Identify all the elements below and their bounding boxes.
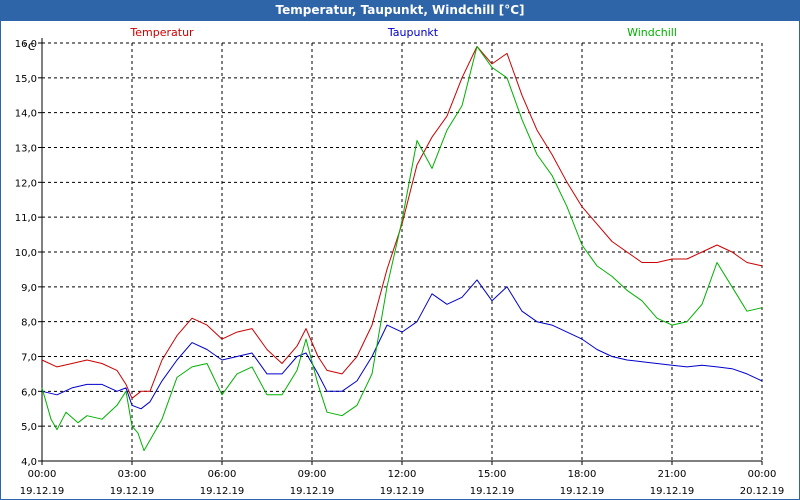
x-tick-date: 19.12.19 bbox=[560, 486, 605, 497]
x-tick-date: 19.12.19 bbox=[110, 486, 155, 497]
y-axis-unit: °C bbox=[23, 42, 35, 53]
x-tick-time: 09:00 bbox=[298, 469, 327, 480]
x-tick-date: 20.12.19 bbox=[740, 486, 785, 497]
y-tick-label: 11,0 bbox=[15, 213, 37, 224]
series-line-temperatur bbox=[41, 46, 763, 399]
x-tick-time: 00:00 bbox=[748, 469, 777, 480]
y-tick-label: 7,0 bbox=[21, 353, 37, 364]
x-tick-date: 19.12.19 bbox=[20, 486, 65, 497]
y-tick-label: 9,0 bbox=[21, 283, 37, 294]
axes: 4,0 5,0 6,0 7,0 8,0 9,0 10,0 11,0 12,0 13,0 14,0 15… bbox=[15, 38, 785, 497]
x-tick-time: 00:00 bbox=[28, 469, 57, 480]
x-tick-date: 19.12.19 bbox=[200, 486, 245, 497]
series bbox=[41, 46, 763, 452]
x-tick-time: 18:00 bbox=[568, 469, 597, 480]
x-tick-time: 06:00 bbox=[208, 469, 237, 480]
chart-title: Temperatur, Taupunkt, Windchill [°C] bbox=[0, 0, 800, 20]
grid bbox=[41, 42, 763, 462]
y-tick-label: 15,0 bbox=[15, 74, 37, 85]
y-tick-label: 13,0 bbox=[15, 144, 37, 155]
y-tick-label: 4,0 bbox=[21, 457, 37, 468]
y-tick-label: 5,0 bbox=[21, 422, 37, 433]
y-tick-label: 14,0 bbox=[15, 109, 37, 120]
y-tick-label: 8,0 bbox=[21, 318, 37, 329]
legend: Temperatur Taupunkt Windchill bbox=[129, 26, 677, 39]
x-tick-time: 12:00 bbox=[388, 469, 417, 480]
x-tick-time: 21:00 bbox=[658, 469, 687, 480]
x-tick-time: 15:00 bbox=[478, 469, 507, 480]
x-tick-date: 19.12.19 bbox=[470, 486, 515, 497]
y-tick-label: 16,0 bbox=[15, 39, 37, 50]
series-line-taupunkt bbox=[41, 279, 763, 410]
x-tick-date: 19.12.19 bbox=[650, 486, 695, 497]
legend-taupunkt: Taupunkt bbox=[387, 26, 439, 39]
y-tick-label: 10,0 bbox=[15, 248, 37, 259]
y-tick-label: 6,0 bbox=[21, 387, 37, 398]
x-tick-date: 19.12.19 bbox=[290, 486, 335, 497]
y-tick-label: 12,0 bbox=[15, 178, 37, 189]
series-line-windchill bbox=[41, 46, 763, 452]
x-tick-date: 19.12.19 bbox=[380, 486, 425, 497]
legend-temperatur: Temperatur bbox=[129, 26, 194, 39]
x-tick-time: 03:00 bbox=[118, 469, 147, 480]
legend-windchill: Windchill bbox=[627, 26, 677, 39]
